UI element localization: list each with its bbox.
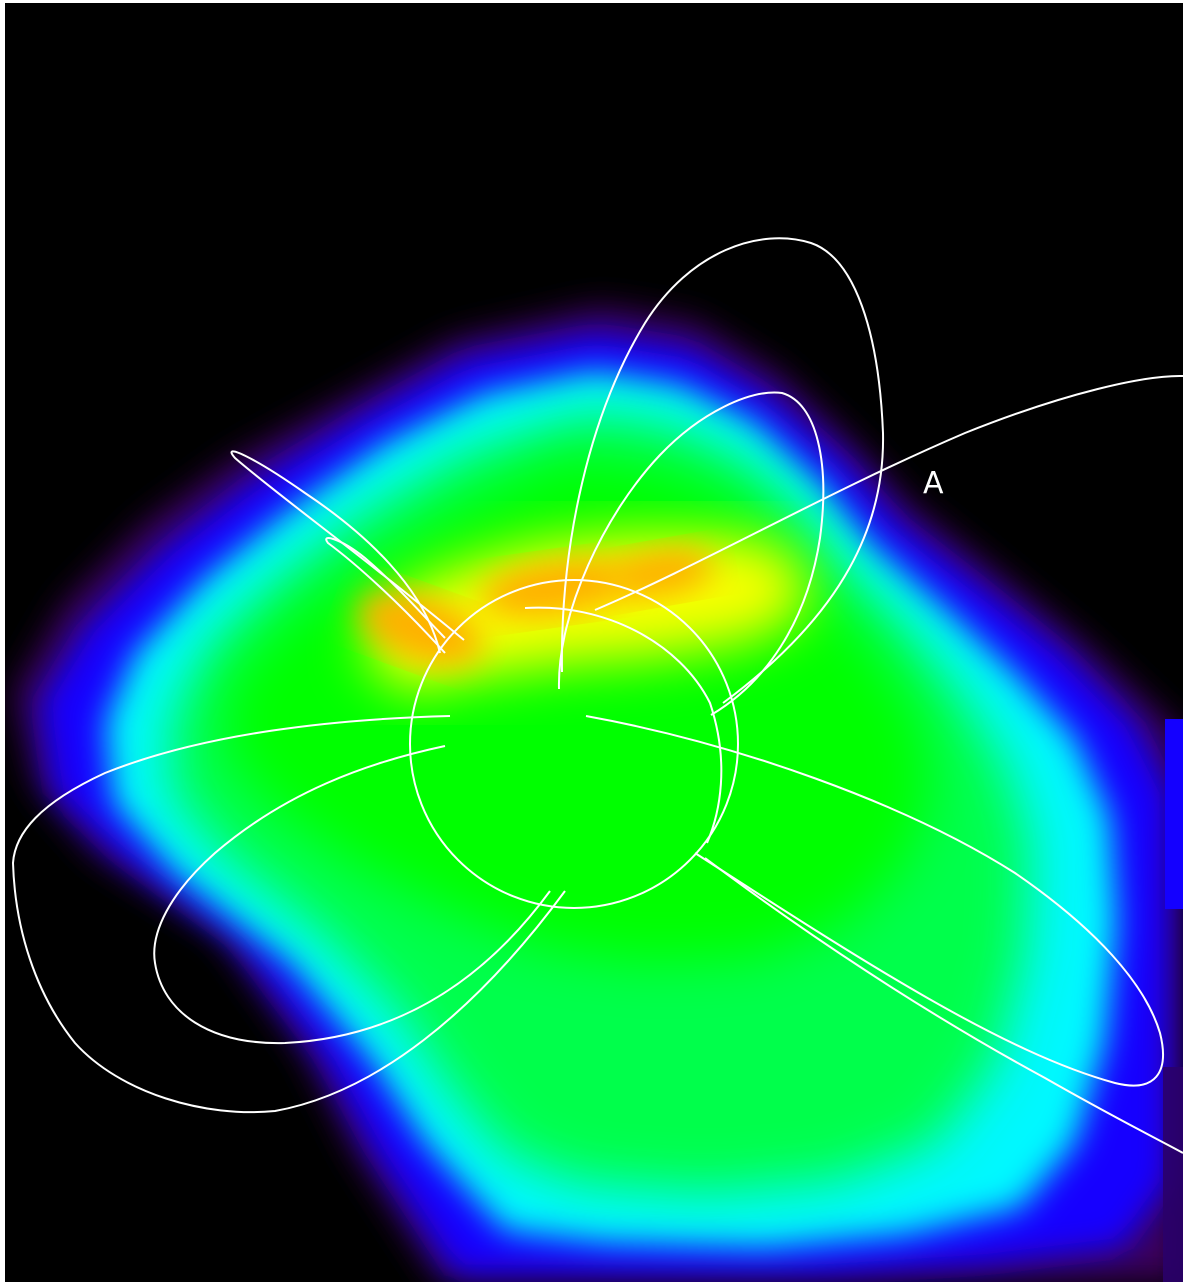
right-long-loop-b [704, 857, 1183, 1154]
emission-orange-spot-left [357, 590, 483, 666]
contour-overlay [11, 237, 1183, 1154]
emission-orange-spot-center [480, 558, 630, 618]
long-upper-right-loop [594, 374, 1183, 611]
upper-right-loop [557, 391, 825, 716]
lower-left-large-loop-a [11, 715, 566, 1114]
lower-left-large-loop-b [153, 745, 551, 1045]
right-long-loop-a [585, 715, 1164, 1087]
label-a: A [923, 466, 944, 501]
central-inner-arc [524, 606, 723, 844]
heatmap-svg: A [5, 3, 1183, 1282]
upper-left-narrow-loop-inner [325, 537, 446, 654]
right-edge-dark-strip [1163, 1067, 1183, 1282]
central-circle-contour [409, 579, 739, 909]
upper-tall-loop [560, 237, 885, 704]
emission-orange-spot-right [605, 547, 715, 599]
image-canvas: A [5, 3, 1183, 1282]
right-edge-blue-strip [1165, 719, 1183, 909]
upper-left-narrow-loop-outer [230, 450, 465, 654]
